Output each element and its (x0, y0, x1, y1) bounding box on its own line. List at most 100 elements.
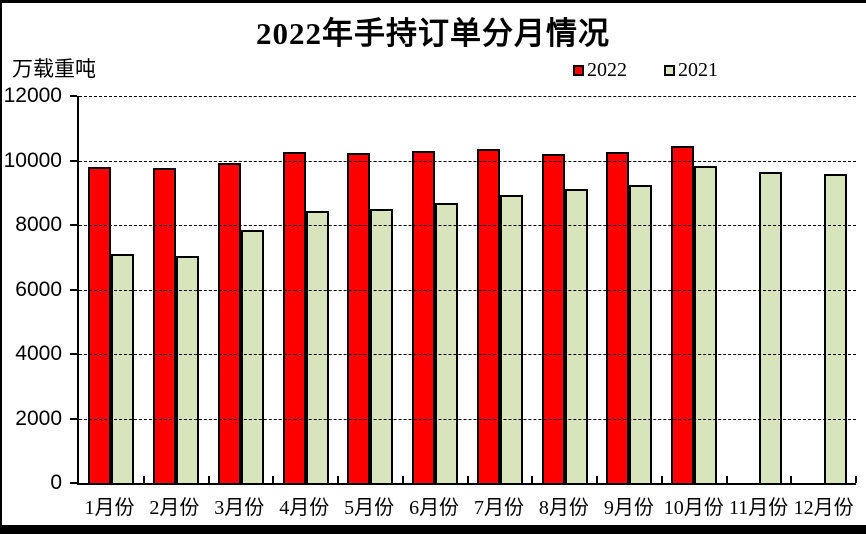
x-tick-6 (466, 476, 469, 483)
x-axis-label-8月份: 8月份 (538, 497, 589, 519)
y-tick-label-12000: 12000 (3, 84, 62, 107)
gridline-4000 (79, 354, 856, 355)
category-slot-1月份 (79, 96, 145, 483)
x-axis-label-9月份: 9月份 (603, 497, 654, 519)
bar-pair-6月份 (412, 150, 459, 483)
bar-2021-6月份 (435, 203, 459, 483)
y-tick-4000 (70, 353, 77, 355)
y-tick-label-0: 0 (50, 471, 62, 494)
bar-2022-8月份 (541, 154, 565, 483)
y-tick-0 (70, 482, 77, 484)
x-tick-9 (660, 476, 663, 483)
bar-2022-9月份 (606, 152, 630, 483)
window-border-bottom (0, 525, 866, 534)
bar-2021-10月份 (694, 166, 718, 483)
gridline-8000 (79, 225, 856, 226)
bar-pair-9月份 (606, 152, 653, 483)
y-tick-label-2000: 2000 (15, 406, 62, 430)
bar-2022-7月份 (476, 148, 500, 483)
x-tick-12 (855, 476, 857, 483)
x-tick-10 (725, 476, 728, 483)
window-border-top (0, 0, 866, 3)
bar-2022-5月份 (347, 152, 371, 483)
y-tick-label-8000: 8000 (15, 213, 62, 236)
legend-swatch-2021 (664, 65, 675, 76)
bar-2021-4月份 (305, 211, 329, 483)
legend-label-2022: 2022 (587, 59, 627, 81)
x-tick-5 (401, 476, 404, 483)
x-tick-8 (596, 476, 598, 483)
legend-item-2021: 2021 (664, 59, 718, 82)
y-tick-6000 (70, 288, 77, 291)
x-axis-label-12月份: 12月份 (793, 497, 854, 519)
bar-2021-3月份 (240, 229, 264, 483)
bar-pair-8月份 (541, 154, 588, 483)
x-axis-label-1月份: 1月份 (84, 497, 135, 519)
x-tick-1 (142, 476, 145, 483)
gridline-6000 (79, 289, 856, 291)
bar-2021-7月份 (499, 194, 523, 483)
x-axis-label-2月份: 2月份 (149, 497, 200, 519)
x-tick-4 (337, 476, 339, 483)
bar-2022-3月份 (217, 163, 241, 483)
legend: 2022 2021 (573, 59, 718, 82)
x-axis-label-10月份: 10月份 (663, 497, 724, 519)
bar-pair-3月份 (217, 163, 264, 483)
bar-2021-2月份 (176, 255, 200, 483)
y-axis-labels: 0 2000 4000 6000 8000 10000 12000 (0, 84, 62, 494)
bar-pair-12月份 (801, 174, 847, 483)
category-slot-6月份 (403, 96, 469, 483)
bar-2021-1月份 (111, 254, 135, 483)
y-tick-2000 (70, 417, 77, 420)
x-axis-label-5月份: 5月份 (344, 497, 395, 519)
x-axis-label-6月份: 6月份 (409, 497, 460, 519)
bar-2022-4月份 (282, 152, 306, 483)
bar-2021-12月份 (823, 174, 847, 483)
gridline-12000 (79, 96, 856, 97)
bar-2021-5月份 (370, 209, 394, 483)
category-slot-5月份 (338, 96, 404, 483)
category-slot-11月份 (727, 96, 793, 483)
y-tick-label-10000: 10000 (3, 148, 62, 172)
category-slot-10月份 (662, 96, 728, 483)
category-slot-2月份 (144, 96, 210, 483)
y-tick-label-4000: 4000 (15, 342, 62, 365)
bar-2022-6月份 (412, 150, 436, 483)
category-slot-4月份 (273, 96, 339, 483)
y-tick-8000 (70, 224, 77, 226)
x-tick-7 (531, 476, 534, 483)
category-slot-8月份 (532, 96, 598, 483)
x-axis-labels: 1月份 2月份 3月份 4月份 5月份 6月份 7月份 8月份 9月份 10月份 11月份 12月份 (77, 494, 856, 522)
legend-label-2021: 2021 (678, 59, 718, 81)
bar-slots (79, 96, 857, 483)
bar-2022-2月份 (153, 167, 177, 483)
category-slot-9月份 (597, 96, 663, 483)
bar-2021-8月份 (564, 188, 588, 483)
x-axis-label-7月份: 7月份 (473, 497, 524, 519)
x-tick-2 (207, 476, 210, 483)
bar-pair-10月份 (671, 146, 718, 483)
gridline-2000 (79, 418, 856, 420)
bar-2022-1月份 (88, 166, 112, 483)
bar-pair-11月份 (736, 172, 782, 483)
category-slot-12月份 (791, 96, 857, 483)
window-border-left (0, 0, 2, 534)
bar-2021-9月份 (629, 184, 653, 483)
x-axis-label-4月份: 4月份 (279, 497, 330, 519)
bar-2021-11月份 (758, 172, 782, 483)
x-tick-3 (272, 476, 275, 483)
bar-pair-1月份 (88, 166, 135, 483)
y-axis-unit-label: 万载重吨 (12, 57, 96, 81)
bar-2022-10月份 (671, 146, 695, 483)
gridline-10000 (79, 160, 856, 162)
y-tick-label-6000: 6000 (15, 277, 62, 301)
y-tick-12000 (70, 95, 77, 97)
category-slot-7月份 (468, 96, 534, 483)
bar-pair-7月份 (476, 148, 523, 483)
legend-swatch-2022 (573, 65, 584, 76)
legend-item-2022: 2022 (573, 59, 627, 82)
category-slot-3月份 (209, 96, 275, 483)
bar-pair-2月份 (153, 167, 200, 483)
bar-pair-4月份 (282, 152, 329, 483)
